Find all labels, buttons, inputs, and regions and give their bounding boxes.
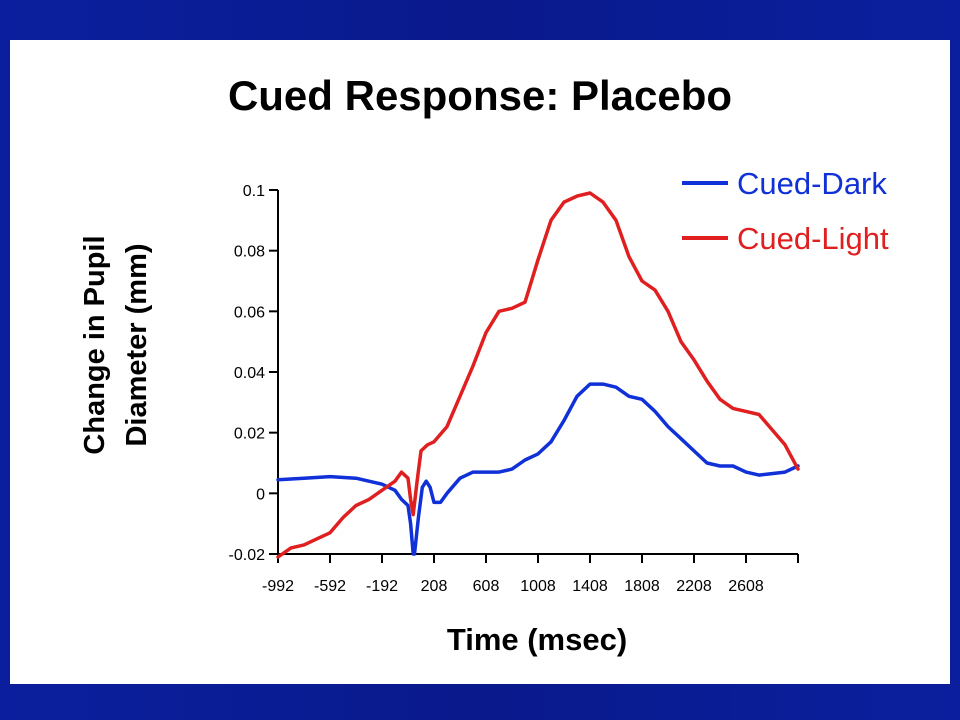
x-tick-label: -192 — [366, 578, 398, 595]
y-tick-label: 0 — [256, 486, 265, 503]
x-tick-label: 1408 — [572, 578, 608, 595]
x-tick-label: -592 — [314, 578, 346, 595]
legend: Cued-Dark Cued-Light — [682, 166, 889, 256]
y-tick-label: 0.02 — [234, 426, 265, 443]
y-tick-label: 0.1 — [243, 183, 265, 200]
x-tick-label: 1808 — [624, 578, 660, 595]
series-line-cued-dark — [276, 382, 800, 556]
x-axis-title: Time (msec) — [447, 622, 627, 657]
legend-label-cued-light: Cued-Light — [737, 221, 889, 256]
y-axis-title-line2: Diameter (mm) — [121, 243, 153, 446]
x-tick-label: 1008 — [520, 578, 556, 595]
y-tick-label: 0.04 — [234, 365, 265, 382]
slide-title: Cued Response: Placebo — [227, 72, 733, 119]
x-tick-label: 208 — [421, 578, 448, 595]
legend-label-cued-dark: Cued-Dark — [737, 166, 887, 201]
y-axis-title-line1: Change in Pupil — [79, 235, 111, 454]
x-tick-label: 2208 — [676, 578, 712, 595]
x-tick-label: 2608 — [728, 578, 764, 595]
x-tick-label: 608 — [473, 578, 500, 595]
series-lines — [276, 191, 800, 559]
slide-panel — [10, 40, 950, 684]
y-tick-label: -0.02 — [229, 547, 266, 564]
axes: 0.1 0.08 0.06 0.04 0.02 0 -0.02 -992 -592 -192 208… — [229, 183, 799, 595]
y-tick-label: 0.06 — [234, 304, 265, 321]
series-line-cued-light — [276, 191, 800, 559]
y-tick-label: 0.08 — [234, 244, 265, 261]
x-tick-label: -992 — [262, 578, 294, 595]
